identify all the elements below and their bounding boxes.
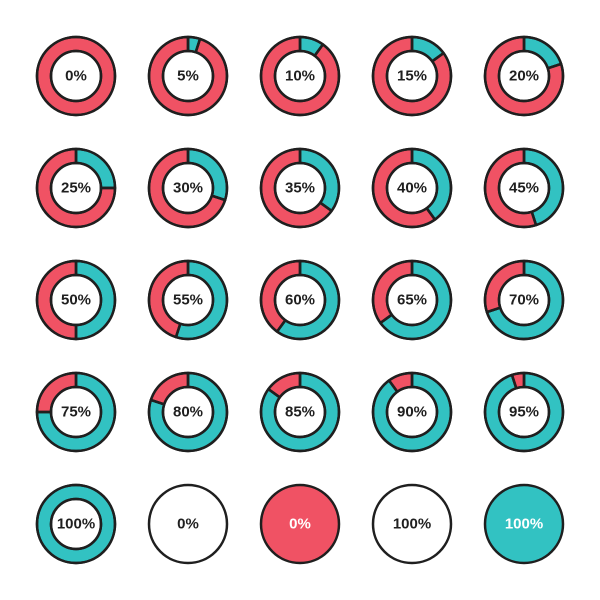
donut-chart: 95%: [468, 356, 580, 468]
percent-label: 100%: [505, 516, 543, 533]
donut-chart: 100%: [468, 468, 580, 580]
donut-chart: 85%: [244, 356, 356, 468]
percent-label: 100%: [57, 516, 95, 533]
donut-chart: 55%: [132, 244, 244, 356]
donut-chart: 90%: [356, 356, 468, 468]
percent-label: 70%: [509, 292, 539, 309]
donut-chart: 50%: [20, 244, 132, 356]
donut-chart: 15%: [356, 20, 468, 132]
percent-label: 95%: [509, 404, 539, 421]
donut-grid: 0% 5% 10% 15% 20% 25% 30% 35% 40% 45% 50% 55% 60% 65%…: [0, 0, 600, 600]
donut-chart: 5%: [132, 20, 244, 132]
percent-label: 10%: [285, 68, 315, 85]
percent-label: 30%: [173, 180, 203, 197]
percent-label: 80%: [173, 404, 203, 421]
donut-chart: 40%: [356, 132, 468, 244]
donut-chart: 75%: [20, 356, 132, 468]
percent-label: 0%: [289, 516, 311, 533]
percent-label: 60%: [285, 292, 315, 309]
percent-label: 75%: [61, 404, 91, 421]
donut-chart: 35%: [244, 132, 356, 244]
donut-chart: 20%: [468, 20, 580, 132]
donut-chart: 60%: [244, 244, 356, 356]
percent-label: 100%: [393, 516, 431, 533]
percent-label: 0%: [65, 68, 87, 85]
percent-label: 20%: [509, 68, 539, 85]
donut-chart: 10%: [244, 20, 356, 132]
donut-chart: 30%: [132, 132, 244, 244]
percent-label: 65%: [397, 292, 427, 309]
percent-label: 90%: [397, 404, 427, 421]
donut-chart: 100%: [356, 468, 468, 580]
donut-chart: 0%: [20, 20, 132, 132]
donut-chart: 45%: [468, 132, 580, 244]
percent-label: 25%: [61, 180, 91, 197]
donut-chart: 80%: [132, 356, 244, 468]
percent-label: 35%: [285, 180, 315, 197]
donut-chart: 0%: [132, 468, 244, 580]
percent-label: 85%: [285, 404, 315, 421]
donut-chart: 0%: [244, 468, 356, 580]
percent-label: 5%: [177, 68, 199, 85]
percent-label: 40%: [397, 180, 427, 197]
donut-chart: 70%: [468, 244, 580, 356]
percent-label: 55%: [173, 292, 203, 309]
percent-label: 0%: [177, 516, 199, 533]
donut-chart: 65%: [356, 244, 468, 356]
percent-label: 50%: [61, 292, 91, 309]
percent-label: 45%: [509, 180, 539, 197]
donut-chart: 100%: [20, 468, 132, 580]
percent-label: 15%: [397, 68, 427, 85]
donut-chart: 25%: [20, 132, 132, 244]
